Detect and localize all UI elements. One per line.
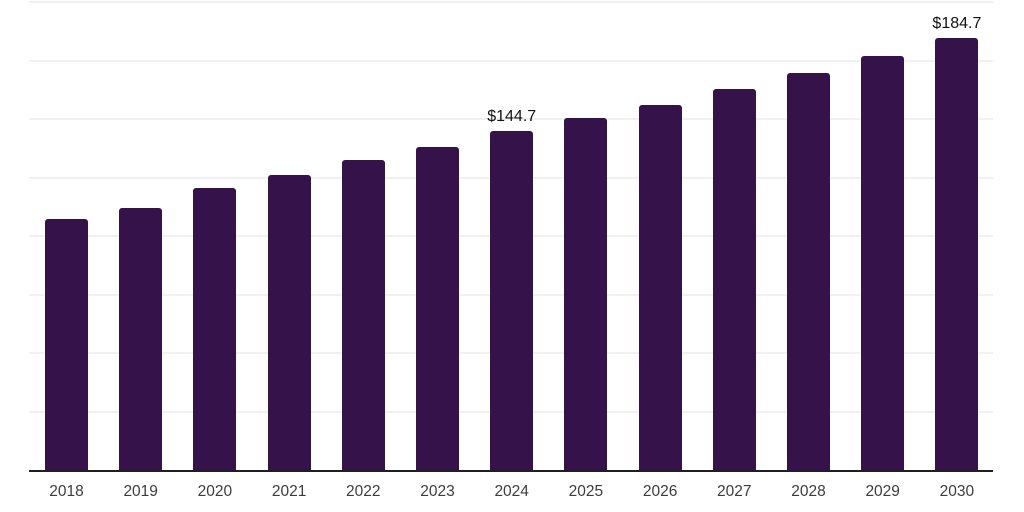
bar-2028[interactable] [787,72,830,470]
x-tick-2030: 2030 [939,483,975,500]
x-tick-2029: 2029 [865,483,900,500]
x-tick-2025: 2025 [568,483,604,500]
x-tick-2018: 2018 [49,483,84,500]
x-tick-2024: 2024 [494,483,529,500]
bar-2026[interactable] [638,104,682,470]
bar-2027[interactable] [712,88,756,470]
bar-2024[interactable] [490,131,534,470]
bar-2020[interactable] [193,187,237,470]
x-tick-2019: 2019 [123,483,158,500]
bar-2029[interactable] [861,55,905,470]
value-label-2030: $184.7 [932,14,982,32]
bar-2021[interactable] [267,174,311,470]
bar-2018[interactable] [45,218,88,470]
gridline-150 [29,118,993,120]
bar-2030[interactable] [935,37,979,470]
x-tick-2023: 2023 [420,483,455,500]
x-tick-2026: 2026 [642,483,678,500]
value-label-2024: $144.7 [487,108,537,126]
gridline-175 [29,59,993,62]
bar-2025[interactable] [564,118,608,470]
x-tick-2021: 2021 [271,483,307,500]
x-tick-2022: 2022 [346,483,381,500]
gridline-200 [29,1,993,3]
x-axis-labels: 2018 2019 2020 2021 2022 2023 2024 2025 2026 2027… [29,482,993,504]
bar-2022[interactable] [341,160,385,470]
plot-area: $144.7 $184.7 [29,0,993,472]
x-tick-2020: 2020 [197,483,233,500]
bar-2019[interactable] [119,207,163,470]
bar-2023[interactable] [416,147,459,470]
x-tick-2028: 2028 [791,483,826,500]
x-tick-2027: 2027 [717,483,752,500]
